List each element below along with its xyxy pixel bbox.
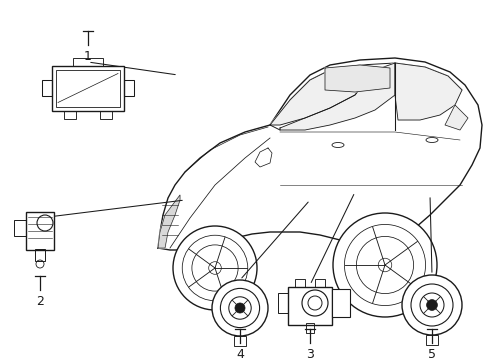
Bar [332,289,350,317]
Polygon shape [445,105,468,130]
Text: 4: 4 [236,348,244,360]
Bar [306,323,314,333]
Circle shape [427,300,438,310]
Bar [288,287,332,325]
Text: 1: 1 [84,50,92,63]
Bar [42,80,52,96]
Bar [278,293,288,313]
Circle shape [209,262,221,274]
Bar [14,220,26,236]
Circle shape [212,280,268,336]
Polygon shape [158,58,482,250]
Bar [295,279,305,287]
Text: 2: 2 [36,295,44,308]
Bar [426,335,438,345]
Polygon shape [270,65,375,125]
Circle shape [235,303,245,313]
Bar [52,66,124,111]
Bar [56,69,120,107]
Bar [100,111,112,118]
Bar [234,336,246,346]
Polygon shape [158,195,180,248]
Circle shape [333,213,437,317]
Bar [315,279,325,287]
Polygon shape [280,63,395,130]
Bar [26,212,54,250]
Text: 3: 3 [306,348,314,360]
Text: 5: 5 [428,348,436,360]
Circle shape [402,275,462,335]
Polygon shape [325,65,390,92]
Circle shape [378,258,392,272]
Circle shape [173,226,257,310]
Polygon shape [255,148,272,167]
Polygon shape [395,63,462,120]
Bar [35,249,45,261]
Bar [64,111,76,118]
Bar [73,58,103,66]
Bar [124,80,134,96]
